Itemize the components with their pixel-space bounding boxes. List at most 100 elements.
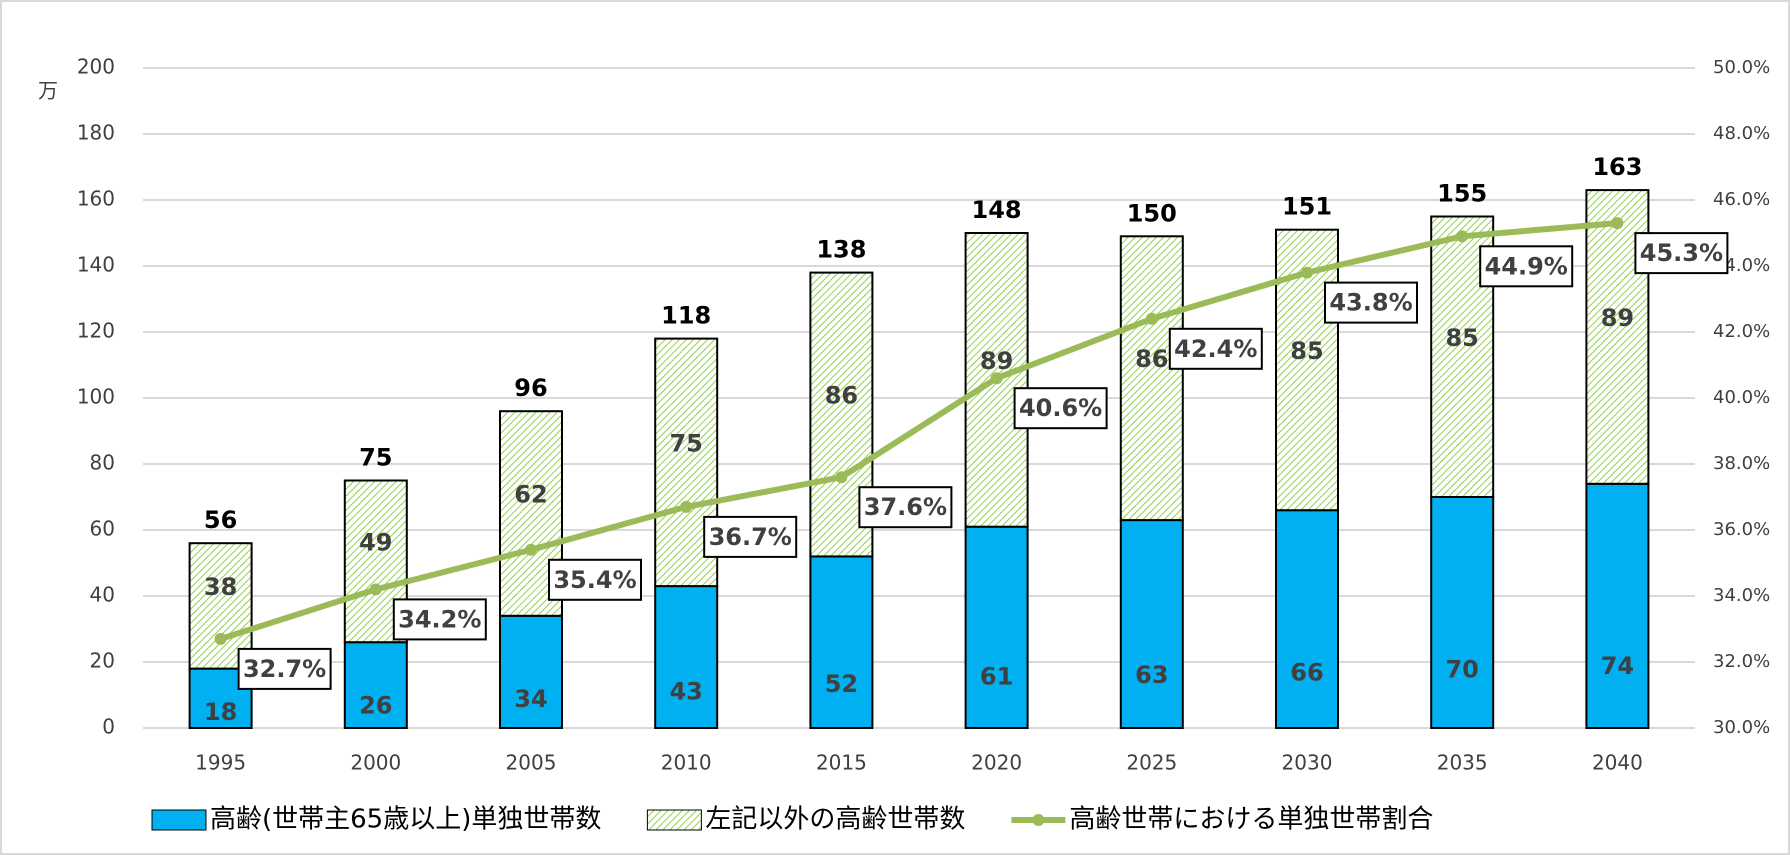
y-tick-label: 180 [77, 121, 115, 145]
total-label: 151 [1282, 193, 1332, 221]
bar-segment [964, 232, 1029, 528]
line-value-label: 37.6% [864, 493, 947, 521]
legend-label: 高齢世帯における単独世帯割合 [1069, 805, 1433, 835]
total-label: 163 [1592, 153, 1642, 181]
segment-label: 49 [359, 528, 392, 556]
bar-segment [654, 585, 719, 729]
y2-tick-label: 38.0% [1713, 453, 1770, 474]
bar-segment [1119, 235, 1184, 522]
bar-segment [1275, 509, 1339, 730]
total-label: 56 [204, 506, 237, 534]
x-tick-label: 2030 [1282, 751, 1333, 775]
line-point [1611, 217, 1624, 230]
bar-segment [1119, 519, 1184, 729]
y-tick-label: 60 [90, 517, 115, 541]
y2-tick-label: 40.0% [1713, 387, 1770, 408]
segment-label: 43 [669, 678, 702, 706]
label-box [1634, 232, 1729, 275]
y2-tick-label: 32.0% [1713, 651, 1770, 672]
x-tick-label: 2000 [350, 751, 401, 775]
total-label: 118 [661, 302, 711, 330]
y-tick-label: 40 [90, 583, 115, 607]
line-point [525, 543, 537, 556]
label-box [237, 647, 332, 690]
bar-segment [188, 542, 253, 670]
segment-label: 38 [204, 573, 237, 601]
total-label: 150 [1127, 199, 1177, 227]
y2-tick-label: 30.0% [1713, 717, 1770, 738]
segment-label: 52 [825, 670, 858, 698]
label-box [1013, 387, 1108, 430]
y2-tick-label: 42.0% [1713, 321, 1770, 342]
bar-segment [1585, 482, 1650, 729]
line-point [214, 632, 227, 645]
segment-label: 70 [1445, 655, 1478, 683]
segment-label: 85 [1290, 337, 1323, 365]
segment-label: 26 [359, 692, 392, 720]
y-tick-label: 160 [77, 187, 115, 211]
line-point [680, 500, 693, 513]
line-point [835, 471, 848, 484]
bar-segment [499, 614, 563, 729]
y2-tick-label: 34.0% [1713, 585, 1770, 606]
line-series [219, 220, 1618, 642]
bar-segment [964, 525, 1029, 730]
y-tick-label: 80 [90, 451, 115, 475]
y2-tick-label: 36.0% [1713, 519, 1770, 540]
y-tick-label: 140 [77, 253, 115, 277]
x-tick-label: 2040 [1592, 751, 1643, 775]
line-value-label: 42.4% [1174, 335, 1257, 363]
x-tick-label: 2010 [661, 751, 712, 775]
y2-tick-label: 50.0% [1713, 57, 1770, 78]
segment-label: 86 [1135, 345, 1168, 373]
total-label: 155 [1437, 180, 1487, 208]
x-tick-label: 2025 [1126, 751, 1177, 775]
label-box [392, 598, 487, 641]
legend-swatch [151, 809, 207, 831]
total-label: 75 [359, 444, 392, 472]
legend-swatch-dot [1032, 814, 1045, 826]
segment-label: 86 [825, 382, 858, 410]
label-box [858, 486, 953, 529]
bar-segment [1430, 496, 1495, 729]
x-tick-label: 2015 [816, 751, 867, 775]
segment-label: 66 [1290, 659, 1323, 687]
y-unit: 万 [38, 79, 58, 103]
segment-label: 63 [1135, 661, 1168, 689]
segment-label: 18 [204, 698, 237, 726]
segment-label: 34 [514, 685, 547, 713]
segment-label: 89 [980, 347, 1013, 375]
segment-label: 89 [1601, 304, 1634, 332]
line-value-label: 40.6% [1019, 394, 1102, 422]
line-value-label: 35.4% [553, 566, 636, 594]
segment-label: 62 [514, 481, 547, 509]
line-point [990, 372, 1003, 385]
x-tick-label: 2035 [1437, 751, 1488, 775]
line-value-label: 36.7% [709, 523, 792, 551]
x-tick-label: 2005 [506, 751, 557, 775]
legend-label: 高齢(世帯主65歳以上)単独世帯数 [210, 805, 601, 835]
bar-segment [343, 641, 408, 730]
label-box [1168, 327, 1263, 370]
x-tick-label: 1995 [195, 751, 246, 775]
legend-swatch [646, 809, 702, 831]
x-tick-label: 2020 [971, 751, 1022, 775]
y2-tick-label: 46.0% [1713, 189, 1770, 210]
line-value-label: 34.2% [398, 605, 481, 633]
line-value-label: 32.7% [243, 655, 326, 683]
line-point [1301, 266, 1313, 279]
label-box [1479, 245, 1574, 288]
line-value-label: 44.9% [1485, 252, 1568, 280]
label-box [703, 515, 798, 558]
line-point [369, 583, 382, 596]
legend-label: 左記以外の高齢世帯数 [705, 805, 965, 835]
line-value-label: 45.3% [1640, 239, 1723, 267]
y-tick-label: 20 [90, 649, 115, 673]
line-point [1456, 230, 1469, 243]
line-value-label: 43.8% [1329, 289, 1412, 317]
y-tick-label: 100 [77, 385, 115, 409]
segment-label: 74 [1601, 652, 1634, 680]
total-label: 96 [514, 374, 547, 402]
